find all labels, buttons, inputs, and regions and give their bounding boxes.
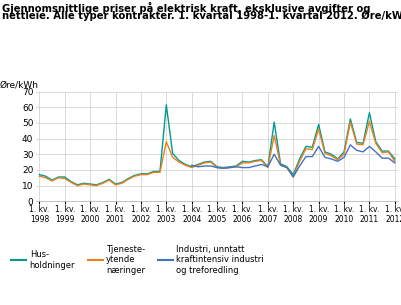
- Legend: Hus-
holdninger, Tjeneste-
ytende
næringer, Industri, unntatt
kraftintensiv indu: Hus- holdninger, Tjeneste- ytende næring…: [11, 245, 263, 275]
- Text: Øre/kWh: Øre/kWh: [0, 80, 39, 89]
- Text: Gjennomsnittlige priser på elektrisk kraft, eksklusive avgifter og: Gjennomsnittlige priser på elektrisk kra…: [2, 2, 370, 14]
- Text: nettleie. Alle typer kontrakter. 1. kvartal 1998-1. kvartal 2012. Øre/kWh: nettleie. Alle typer kontrakter. 1. kvar…: [2, 11, 401, 21]
